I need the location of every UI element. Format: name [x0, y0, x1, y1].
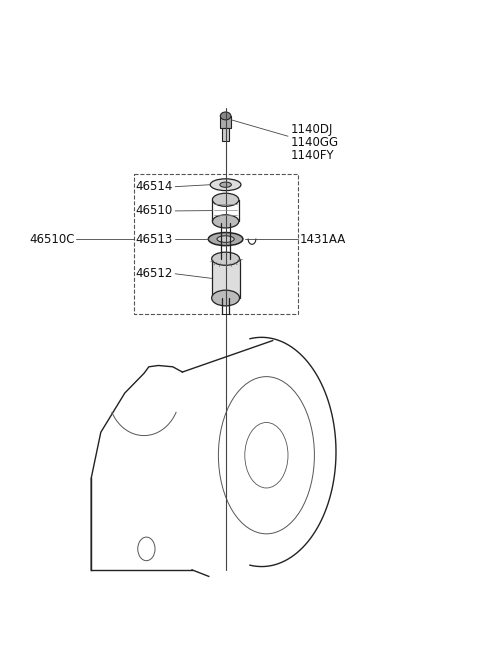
Bar	[220, 116, 231, 128]
Text: 1140FY: 1140FY	[290, 149, 334, 162]
Text: 46510: 46510	[135, 204, 173, 217]
Ellipse shape	[220, 112, 231, 120]
Bar	[134, 174, 298, 314]
Ellipse shape	[212, 290, 240, 306]
Ellipse shape	[212, 193, 239, 206]
Text: 1140DJ: 1140DJ	[290, 123, 333, 136]
Bar	[212, 259, 240, 298]
Text: 1431AA: 1431AA	[300, 233, 346, 246]
Text: 46512: 46512	[135, 267, 173, 280]
Ellipse shape	[212, 252, 240, 265]
Ellipse shape	[208, 233, 243, 246]
Text: 46513: 46513	[135, 233, 173, 246]
Text: 46510C: 46510C	[29, 233, 74, 246]
Text: 46514: 46514	[135, 180, 173, 193]
Ellipse shape	[220, 182, 231, 187]
Ellipse shape	[217, 236, 234, 242]
Bar	[222, 128, 229, 141]
Ellipse shape	[210, 179, 241, 191]
Ellipse shape	[212, 215, 239, 228]
Text: 1140GG: 1140GG	[290, 136, 338, 149]
